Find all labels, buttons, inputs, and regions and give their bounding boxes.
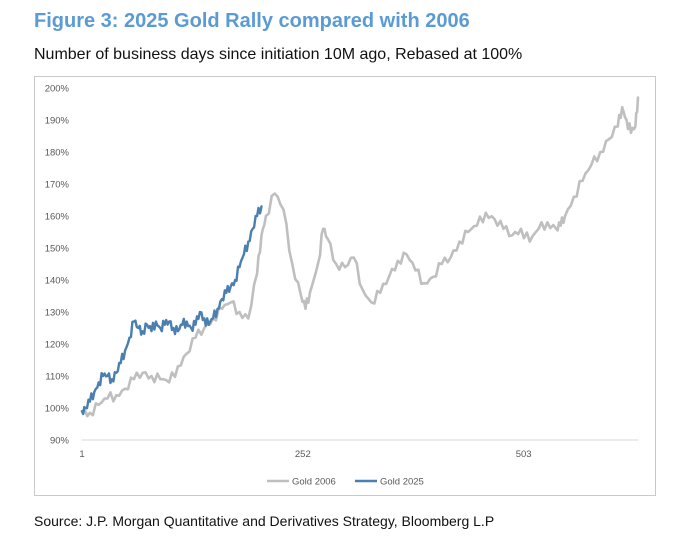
y-tick-label: 170% [45, 180, 70, 191]
y-tick-label: 140% [45, 276, 70, 287]
y-tick-label: 130% [45, 308, 70, 319]
y-tick-label: 100% [45, 404, 70, 415]
y-tick-label: 120% [45, 340, 70, 351]
series-layer [80, 96, 640, 418]
y-tick-label: 190% [45, 116, 70, 127]
y-tick-label: 90% [50, 436, 70, 447]
chart-title: Figure 3: 2025 Gold Rally compared with … [34, 10, 470, 32]
legend: Gold 2006 Gold 2025 [267, 477, 424, 488]
x-tick-label: 252 [295, 449, 311, 460]
series-line-gold-2025 [80, 205, 263, 416]
series-line-gold-2006 [80, 96, 640, 418]
y-tick-label: 200% [45, 84, 70, 95]
chart-subtitle: Number of business days since initiation… [34, 46, 523, 63]
y-tick-label: 110% [45, 372, 69, 383]
x-tick-label: 1 [79, 449, 84, 460]
y-tick-label: 180% [45, 148, 70, 159]
line-chart: 90% 100% 110% 120% 130% 140% 150% 160% 170% 180% 1… [45, 84, 640, 488]
y-tick-label: 150% [45, 244, 70, 255]
y-tick-label: 160% [45, 212, 70, 223]
x-axis-labels: 1 252 503 [79, 449, 531, 460]
chart-frame: 90% 100% 110% 120% 130% 140% 150% 160% 170% 180% 1… [34, 76, 656, 496]
y-axis-labels: 90% 100% 110% 120% 130% 140% 150% 160% 170% 180% 1… [45, 84, 70, 447]
x-tick-label: 503 [516, 449, 532, 460]
legend-label: Gold 2006 [292, 477, 336, 488]
source-note: Source: J.P. Morgan Quantitative and Der… [34, 513, 495, 529]
legend-label: Gold 2025 [380, 477, 424, 488]
